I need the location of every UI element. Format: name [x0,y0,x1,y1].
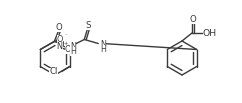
Text: N: N [57,42,63,51]
Text: Cl: Cl [49,67,58,77]
Text: OH: OH [203,29,217,37]
Text: +: + [64,41,68,46]
Text: ⁻: ⁻ [65,33,68,38]
Text: O: O [56,23,63,32]
Text: O: O [57,35,63,44]
Text: H: H [100,45,106,54]
Text: H: H [70,47,76,56]
Text: O: O [190,15,196,23]
Text: S: S [85,21,91,30]
Text: N: N [70,42,76,51]
Text: N: N [100,40,106,49]
Text: O: O [65,45,71,54]
